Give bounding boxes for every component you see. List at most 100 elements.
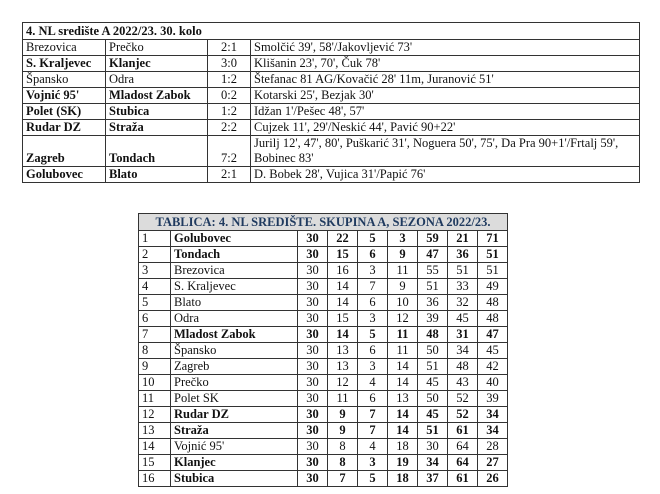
draws: 6	[357, 390, 388, 407]
wins: 13	[327, 342, 358, 359]
points: 42	[477, 358, 508, 375]
home-team: Brezovica	[22, 39, 106, 56]
points: 28	[477, 438, 508, 455]
goals-for: 51	[417, 422, 448, 439]
goals-against: 32	[447, 294, 478, 311]
position: 13	[138, 422, 171, 439]
losses: 14	[387, 374, 418, 391]
wins: 16	[327, 262, 358, 279]
goals-against: 61	[447, 422, 478, 439]
draws: 7	[357, 406, 388, 423]
points: 34	[477, 406, 508, 423]
draws: 4	[357, 438, 388, 455]
standings-row: 2 Tondach 30 15 6 9 47 36 51	[138, 246, 508, 263]
goals-against: 61	[447, 470, 478, 487]
away-team: Mladost Zabok	[105, 87, 208, 104]
match-score: 7:2	[207, 135, 251, 167]
goal-scorers: Klišanin 23', 70', Čuk 78'	[250, 55, 640, 72]
standings-row: 16 Stubica 30 7 5 18 37 61 26	[138, 470, 508, 487]
goals-for: 34	[417, 454, 448, 471]
team-name: Straža	[170, 422, 298, 439]
goal-scorers: Idžan 1'/Pešec 48', 57'	[250, 103, 640, 120]
played: 30	[297, 454, 328, 471]
wins: 14	[327, 326, 358, 343]
standings-row: 1 Golubovec 30 22 5 3 59 21 71	[138, 230, 508, 247]
wins: 14	[327, 294, 358, 311]
draws: 5	[357, 470, 388, 487]
standings-row: 10 Prečko 30 12 4 14 45 43 40	[138, 374, 508, 391]
team-name: Odra	[170, 310, 298, 327]
played: 30	[297, 342, 328, 359]
wins: 22	[327, 230, 358, 247]
standings-row: 14 Vojnić 95' 30 8 4 18 30 64 28	[138, 438, 508, 455]
played: 30	[297, 470, 328, 487]
standings-row: 7 Mladost Zabok 30 14 5 11 48 31 47	[138, 326, 508, 343]
goal-scorers: D. Bobek 28', Vujica 31'/Papić 76'	[250, 166, 640, 183]
points: 45	[477, 342, 508, 359]
losses: 3	[387, 230, 418, 247]
goal-scorers: Jurilj 12', 47', 80', Puškarić 31', Nogu…	[250, 135, 640, 167]
wins: 8	[327, 438, 358, 455]
losses: 18	[387, 438, 418, 455]
wins: 15	[327, 310, 358, 327]
standings-row: 3 Brezovica 30 16 3 11 55 51 51	[138, 262, 508, 279]
team-name: Brezovica	[170, 262, 298, 279]
match-score: 3:0	[207, 55, 251, 72]
position: 1	[138, 230, 171, 247]
away-team: Blato	[105, 166, 208, 183]
goals-for: 39	[417, 310, 448, 327]
points: 51	[477, 246, 508, 263]
draws: 5	[357, 230, 388, 247]
match-row: Zagreb Tondach 7:2 Jurilj 12', 47', 80', Pu…	[22, 135, 640, 167]
played: 30	[297, 310, 328, 327]
draws: 7	[357, 278, 388, 295]
wins: 9	[327, 406, 358, 423]
home-team: Vojnić 95'	[22, 87, 106, 104]
match-score: 2:1	[207, 39, 251, 56]
team-name: Klanjec	[170, 454, 298, 471]
played: 30	[297, 278, 328, 295]
goals-against: 45	[447, 310, 478, 327]
position: 4	[138, 278, 171, 295]
away-team: Odra	[105, 71, 208, 88]
goals-for: 36	[417, 294, 448, 311]
team-name: Blato	[170, 294, 298, 311]
goals-for: 51	[417, 358, 448, 375]
losses: 14	[387, 406, 418, 423]
draws: 5	[357, 326, 388, 343]
goals-for: 30	[417, 438, 448, 455]
position: 5	[138, 294, 171, 311]
played: 30	[297, 422, 328, 439]
away-team: Klanjec	[105, 55, 208, 72]
away-team: Prečko	[105, 39, 208, 56]
match-score: 1:2	[207, 71, 251, 88]
draws: 4	[357, 374, 388, 391]
goals-for: 45	[417, 406, 448, 423]
points: 48	[477, 294, 508, 311]
points: 39	[477, 390, 508, 407]
points: 51	[477, 262, 508, 279]
home-team: Polet (SK)	[22, 103, 106, 120]
position: 14	[138, 438, 171, 455]
position: 2	[138, 246, 171, 263]
position: 12	[138, 406, 171, 423]
losses: 19	[387, 454, 418, 471]
match-row: Vojnić 95' Mladost Zabok 0:2 Kotarski 25', …	[22, 87, 640, 104]
position: 16	[138, 470, 171, 487]
match-row: Golubovec Blato 2:1 D. Bobek 28', Vujica 31…	[22, 166, 640, 183]
match-score: 1:2	[207, 103, 251, 120]
points: 26	[477, 470, 508, 487]
goals-for: 47	[417, 246, 448, 263]
losses: 9	[387, 246, 418, 263]
team-name: Mladost Zabok	[170, 326, 298, 343]
position: 7	[138, 326, 171, 343]
team-name: Stubica	[170, 470, 298, 487]
standings-row: 13 Straža 30 9 7 14 51 61 34	[138, 422, 508, 439]
goals-against: 48	[447, 358, 478, 375]
position: 8	[138, 342, 171, 359]
played: 30	[297, 230, 328, 247]
draws: 6	[357, 342, 388, 359]
goals-against: 51	[447, 262, 478, 279]
away-team: Stubica	[105, 103, 208, 120]
losses: 18	[387, 470, 418, 487]
